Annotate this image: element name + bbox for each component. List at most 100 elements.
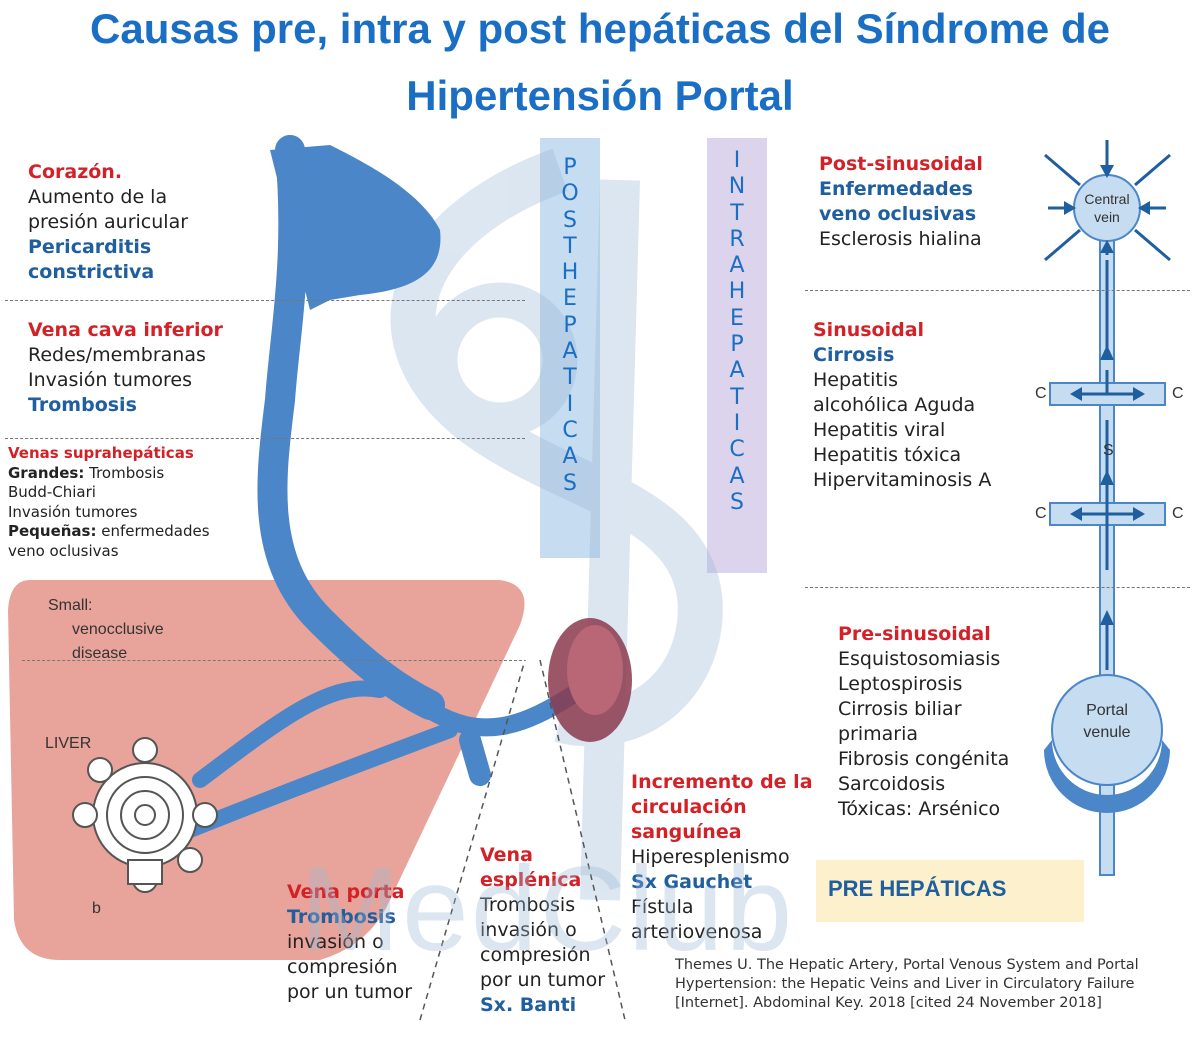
intra-letter: E	[730, 305, 744, 331]
vena-esplenica-line-3: compresión	[480, 944, 591, 966]
sinusoidal-line-2: alcohólica Aguda	[813, 394, 976, 416]
intra-letter: R	[729, 226, 745, 252]
intra-letter: P	[730, 332, 744, 358]
incremento-blue: Sx Gauchet	[631, 871, 753, 893]
sinusoidal-block: Sinusoidal Cirrosis Hepatitis alcohólica…	[813, 318, 991, 493]
vena-esplenica-block: Vena esplénica Trombosis invasión o comp…	[480, 843, 605, 1018]
vena-esplenica-line-4: por un tumor	[480, 969, 606, 991]
incremento-block: Incremento de la circulación sanguínea H…	[631, 770, 813, 945]
vena-porta-heading: Vena porta	[287, 881, 405, 903]
title-line-2: Hipertensión Portal	[406, 72, 794, 119]
supra-line-2: Invasión tumores	[8, 502, 138, 521]
incremento-heading-3: sanguínea	[631, 821, 742, 843]
pre-sinusoidal-line-5: Fibrosis congénita	[838, 748, 1010, 770]
intra-letter: T	[730, 200, 744, 226]
separator-liver	[22, 660, 522, 661]
supra-grandes-label: Grandes:	[8, 463, 85, 482]
cava-heading: Vena cava inferior	[28, 319, 223, 341]
title-line-1: Causas pre, intra y post hepáticas del S…	[90, 5, 1110, 52]
pre-sinusoidal-line-1: Esquistosomiasis	[838, 648, 1001, 670]
b-label: b	[92, 900, 101, 917]
supra-line-1: Budd-Chiari	[8, 483, 96, 501]
supra-heading: Venas suprahepáticas	[8, 444, 194, 462]
incremento-line-3: arteriovenosa	[631, 921, 763, 943]
post-letter: A	[562, 339, 578, 365]
vena-porta-line-1: invasión o	[287, 931, 384, 953]
post-sinusoidal-blue-2: veno oclusivas	[819, 203, 977, 225]
spleen-inner	[567, 625, 623, 715]
supra-grandes-text: Trombosis	[89, 463, 165, 482]
central-vein-2: vein	[1094, 209, 1120, 225]
intra-letter: A	[729, 253, 745, 279]
vena-porta-line-2: compresión	[287, 956, 398, 978]
post-letter: T	[563, 365, 577, 391]
citation: Themes U. The Hepatic Artery, Portal Ven…	[675, 957, 1139, 1011]
pre-sinusoidal-line-6: Sarcoidosis	[838, 773, 946, 795]
post-letter: O	[561, 181, 579, 207]
corazon-blue-1: Pericarditis	[28, 236, 152, 258]
central-vein-1: Central	[1084, 191, 1130, 207]
vessels	[182, 135, 589, 838]
pre-sinusoidal-block: Pre-sinusoidal Esquistosomiasis Leptospi…	[838, 622, 1009, 822]
corazon-block: Corazón. Aumento de la presión auricular…	[28, 160, 188, 285]
intra-letter: N	[728, 174, 746, 200]
supra-last: veno oclusivas	[8, 541, 119, 560]
c-label-3: C	[1035, 505, 1047, 522]
incremento-line-2: Fístula	[631, 896, 694, 918]
corazon-blue-2: constrictiva	[28, 261, 155, 283]
post-letter: S	[563, 470, 577, 496]
intra-letter: T	[730, 384, 744, 410]
s-label: S	[1103, 442, 1114, 459]
post-letter: P	[563, 155, 577, 180]
sinusoidal-line-5: Hipervitaminosis A	[813, 469, 992, 491]
separator-right-1	[805, 290, 1190, 291]
intra-letter: I	[733, 410, 741, 436]
vena-esplenica-blue: Sx. Banti	[480, 994, 577, 1016]
cava-block: Vena cava inferior Redes/membranas Invas…	[28, 318, 223, 418]
vena-esplenica-line-2: invasión o	[480, 919, 577, 941]
incremento-line-1: Hiperesplenismo	[631, 846, 790, 868]
post-letter: A	[562, 444, 578, 470]
supra-block: Venas suprahepáticas Grandes: Trombosis …	[8, 444, 210, 561]
vena-esplenica-heading-1: Vena	[480, 844, 533, 866]
intra-letter: A	[729, 358, 745, 384]
separator-1	[5, 300, 525, 301]
pre-sinusoidal-line-7: Tóxicas: Arsénico	[838, 798, 1001, 820]
vena-esplenica-line-1: Trombosis	[480, 894, 576, 916]
post-sinusoidal-line-1: Esclerosis hialina	[819, 228, 982, 250]
vena-porta-blue: Trombosis	[287, 906, 396, 928]
pre-sinusoidal-line-2: Leptospirosis	[838, 673, 963, 695]
corazon-line-1: Aumento de la	[28, 186, 168, 208]
post-letter: C	[562, 417, 578, 443]
cava-line-2: Invasión tumores	[28, 369, 193, 391]
intra-letter: S	[730, 489, 744, 515]
intra-letter: I	[733, 148, 741, 173]
small-label-2: venocclusive	[72, 621, 164, 638]
pre-hepaticas-label: PRE HEPÁTICAS	[828, 876, 1007, 901]
pre-hepaticas-box: PRE HEPÁTICAS	[816, 860, 1084, 922]
post-letter: I	[566, 391, 574, 417]
supra-pequenas-text: enfermedades	[101, 522, 210, 540]
posthepatic-band	[540, 138, 600, 558]
post-sinusoidal-heading: Post-sinusoidal	[819, 153, 983, 175]
corazon-line-2: presión auricular	[28, 211, 189, 233]
small-label: Small: venocclusive disease	[48, 594, 164, 666]
sinusoidal-line-3: Hepatitis viral	[813, 419, 946, 441]
vena-porta-line-3: por un tumor	[287, 981, 413, 1003]
c-label-2: C	[1172, 385, 1184, 402]
incremento-heading-2: circulación	[631, 796, 747, 818]
separator-right-2	[805, 587, 1190, 588]
post-sinusoidal-blue-1: Enfermedades	[819, 178, 973, 200]
portal-venule-label: Portal venule	[1074, 700, 1140, 744]
cava-blue: Trombosis	[28, 394, 137, 416]
intra-letter: A	[729, 463, 745, 489]
separator-2	[5, 438, 525, 439]
sinusoidal-line-1: Hepatitis	[813, 369, 899, 391]
liver-lobule	[72, 737, 218, 893]
post-letter: H	[561, 260, 579, 286]
c-label-4: C	[1172, 505, 1184, 522]
post-letter: E	[563, 286, 577, 312]
